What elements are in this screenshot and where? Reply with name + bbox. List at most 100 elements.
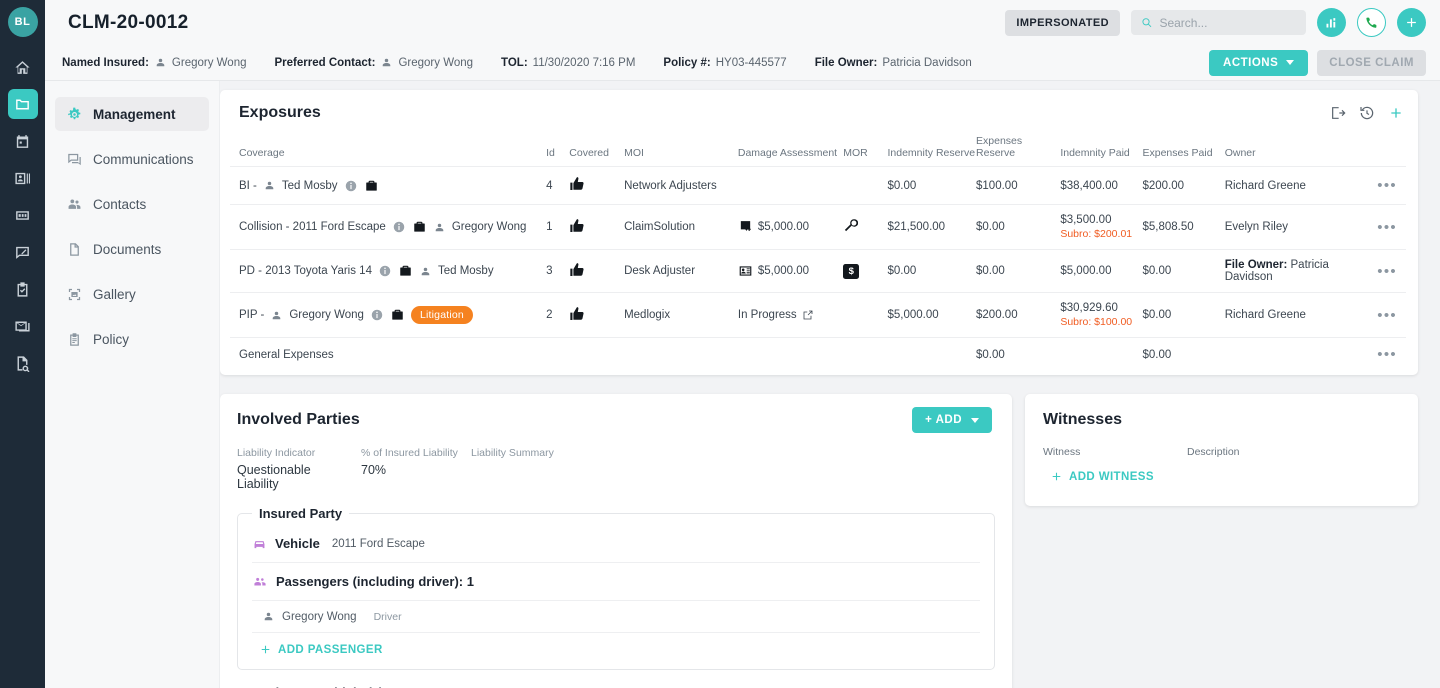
add-witness-link[interactable]: ADD WITNESS <box>1043 458 1400 486</box>
export-icon[interactable] <box>1330 105 1346 121</box>
cell-indemnity-reserve: $21,500.00 <box>887 204 977 250</box>
cell-indemnity-reserve: $0.00 <box>887 166 977 205</box>
subro-value: Subro: $100.00 <box>1060 316 1133 328</box>
id-card-icon <box>739 266 752 276</box>
table-row[interactable]: PD - 2013 Toyota Yaris 14 Ted Mosby 3 Desk … <box>230 249 1406 293</box>
cell-expenses-paid: $5,808.50 <box>1142 204 1225 250</box>
cell-actions: ••• <box>1372 292 1406 338</box>
info-value: HY03-445577 <box>715 56 787 69</box>
folder-icon[interactable] <box>7 89 38 119</box>
table-row[interactable]: BI - Ted Mosby 4 Network Adjusters $0.00 $100… <box>230 166 1406 205</box>
cell-expenses-reserve: $0.00 <box>976 204 1061 250</box>
cell-expenses-paid: $0.00 <box>1142 337 1225 371</box>
liability-summary: Liability Indicator Questionable Liabili… <box>237 447 995 491</box>
info-icon[interactable] <box>370 308 384 322</box>
search-input[interactable] <box>1131 10 1306 35</box>
sidebar-item-policy[interactable]: Policy <box>55 322 209 356</box>
thumbs-up-icon <box>570 177 584 190</box>
passenger-name: Gregory Wong <box>282 610 357 623</box>
sidebar-item-label: Documents <box>93 241 162 257</box>
person-icon <box>435 223 444 231</box>
briefcase-icon[interactable] <box>364 179 379 193</box>
info-icon[interactable] <box>378 264 392 278</box>
cell-covered <box>569 204 625 250</box>
sidebar-item-contacts[interactable]: Contacts <box>55 187 209 221</box>
cell-damage-assessment <box>737 166 844 205</box>
cell-damage-assessment: $5,000.00 <box>737 204 844 250</box>
mail-icon[interactable] <box>8 311 38 341</box>
close-claim-button[interactable]: CLOSE CLAIM <box>1317 49 1426 76</box>
add-passenger-link[interactable]: ADD PASSENGER <box>252 633 980 659</box>
cell-covered <box>569 292 625 338</box>
table-row[interactable]: General Expenses $0.00 $0.00 ••• <box>230 337 1406 371</box>
add-passenger-label: ADD PASSENGER <box>278 643 383 656</box>
phone-icon[interactable] <box>1357 8 1386 37</box>
cell-indemnity-paid: $38,400.00 <box>1060 166 1143 205</box>
table-header-row: Coverage Id Covered MOI Damage Assessmen… <box>230 135 1406 167</box>
document-search-icon[interactable] <box>8 348 38 378</box>
row-menu-button[interactable]: ••• <box>1377 346 1397 363</box>
cell-indemnity-paid: $5,000.00 <box>1060 249 1143 293</box>
info-icon[interactable] <box>344 179 358 193</box>
note-edit-icon[interactable] <box>8 237 38 267</box>
sidebar-item-gallery[interactable]: Gallery <box>55 277 209 311</box>
add-exposure-icon[interactable] <box>1388 105 1404 121</box>
wrench-icon <box>845 219 859 232</box>
briefcase-icon[interactable] <box>398 264 413 278</box>
search-icon <box>1142 18 1152 28</box>
table-row[interactable]: Collision - 2011 Ford Escape Gregory Wong… <box>230 204 1406 250</box>
table-row[interactable]: PIP - Gregory Wong Litigation 2 Medlogix In P… <box>230 292 1406 338</box>
row-menu-button[interactable]: ••• <box>1377 218 1397 236</box>
cell-damage-assessment <box>737 337 844 371</box>
row-menu-button[interactable]: ••• <box>1377 306 1397 324</box>
coverage-person: Gregory Wong <box>289 309 364 321</box>
sidebar-item-communications[interactable]: Communications <box>55 142 209 176</box>
info-label: TOL: <box>501 56 528 69</box>
cell-owner: Richard Greene <box>1224 292 1373 338</box>
col-indemnity-reserve: Indemnity Reserve <box>887 147 976 159</box>
document-icon <box>66 241 82 257</box>
contact-card-icon[interactable] <box>8 163 38 193</box>
sidebar-item-management[interactable]: Management <box>55 97 209 131</box>
cell-moi: ClaimSolution <box>624 204 738 250</box>
home-icon[interactable] <box>8 52 38 82</box>
col-coverage: Coverage <box>239 147 285 159</box>
add-party-button[interactable]: + ADD <box>912 407 992 433</box>
car-icon <box>254 540 265 548</box>
chart-icon[interactable] <box>1317 8 1346 37</box>
indemnity-paid-value: $30,929.60 <box>1060 302 1118 314</box>
cell-damage-assessment: $5,000.00 <box>737 249 844 293</box>
person-icon <box>383 58 391 67</box>
user-avatar[interactable]: BL <box>7 7 38 37</box>
info-value: 11/30/2020 7:16 PM <box>532 56 636 69</box>
thumbs-up-icon <box>570 218 584 232</box>
sidebar-item-documents[interactable]: Documents <box>55 232 209 266</box>
percent-insured-liability-header: % of Insured Liability <box>361 447 458 459</box>
info-value: Patricia Davidson <box>882 56 972 69</box>
info-preferred-contact: Preferred Contact: Gregory Wong <box>275 56 474 69</box>
info-icon[interactable] <box>392 220 406 234</box>
owner-value: Richard Greene <box>1224 179 1306 192</box>
row-menu-button[interactable]: ••• <box>1377 262 1397 280</box>
owner-label: File Owner: <box>1224 259 1288 271</box>
search-field[interactable] <box>1159 15 1296 30</box>
history-icon[interactable] <box>1359 105 1375 121</box>
row-menu-button[interactable]: ••• <box>1377 177 1397 194</box>
impersonated-badge[interactable]: IMPERSONATED <box>1005 9 1120 36</box>
briefcase-icon[interactable] <box>412 220 427 234</box>
gear-icon <box>66 106 82 122</box>
external-link-icon[interactable] <box>802 309 814 321</box>
briefcase-icon[interactable] <box>390 308 405 322</box>
liability-indicator-header: Liability Indicator <box>237 447 316 459</box>
actions-button[interactable]: ACTIONS <box>1209 49 1309 76</box>
cell-coverage: Collision - 2011 Ford Escape Gregory Wong <box>230 204 547 250</box>
add-icon[interactable] <box>1397 8 1426 37</box>
involved-parties-title: Involved Parties <box>237 411 360 428</box>
witnesses-card: Witnesses Witness Description ADD WITNES… <box>1025 394 1418 506</box>
clipboard-check-icon[interactable] <box>8 274 38 304</box>
calculator-icon[interactable] <box>8 200 38 230</box>
calendar-icon[interactable] <box>8 126 38 156</box>
coverage-label: PIP - <box>239 309 265 321</box>
coverage-person: Gregory Wong <box>451 221 527 233</box>
plus-icon <box>261 645 270 654</box>
